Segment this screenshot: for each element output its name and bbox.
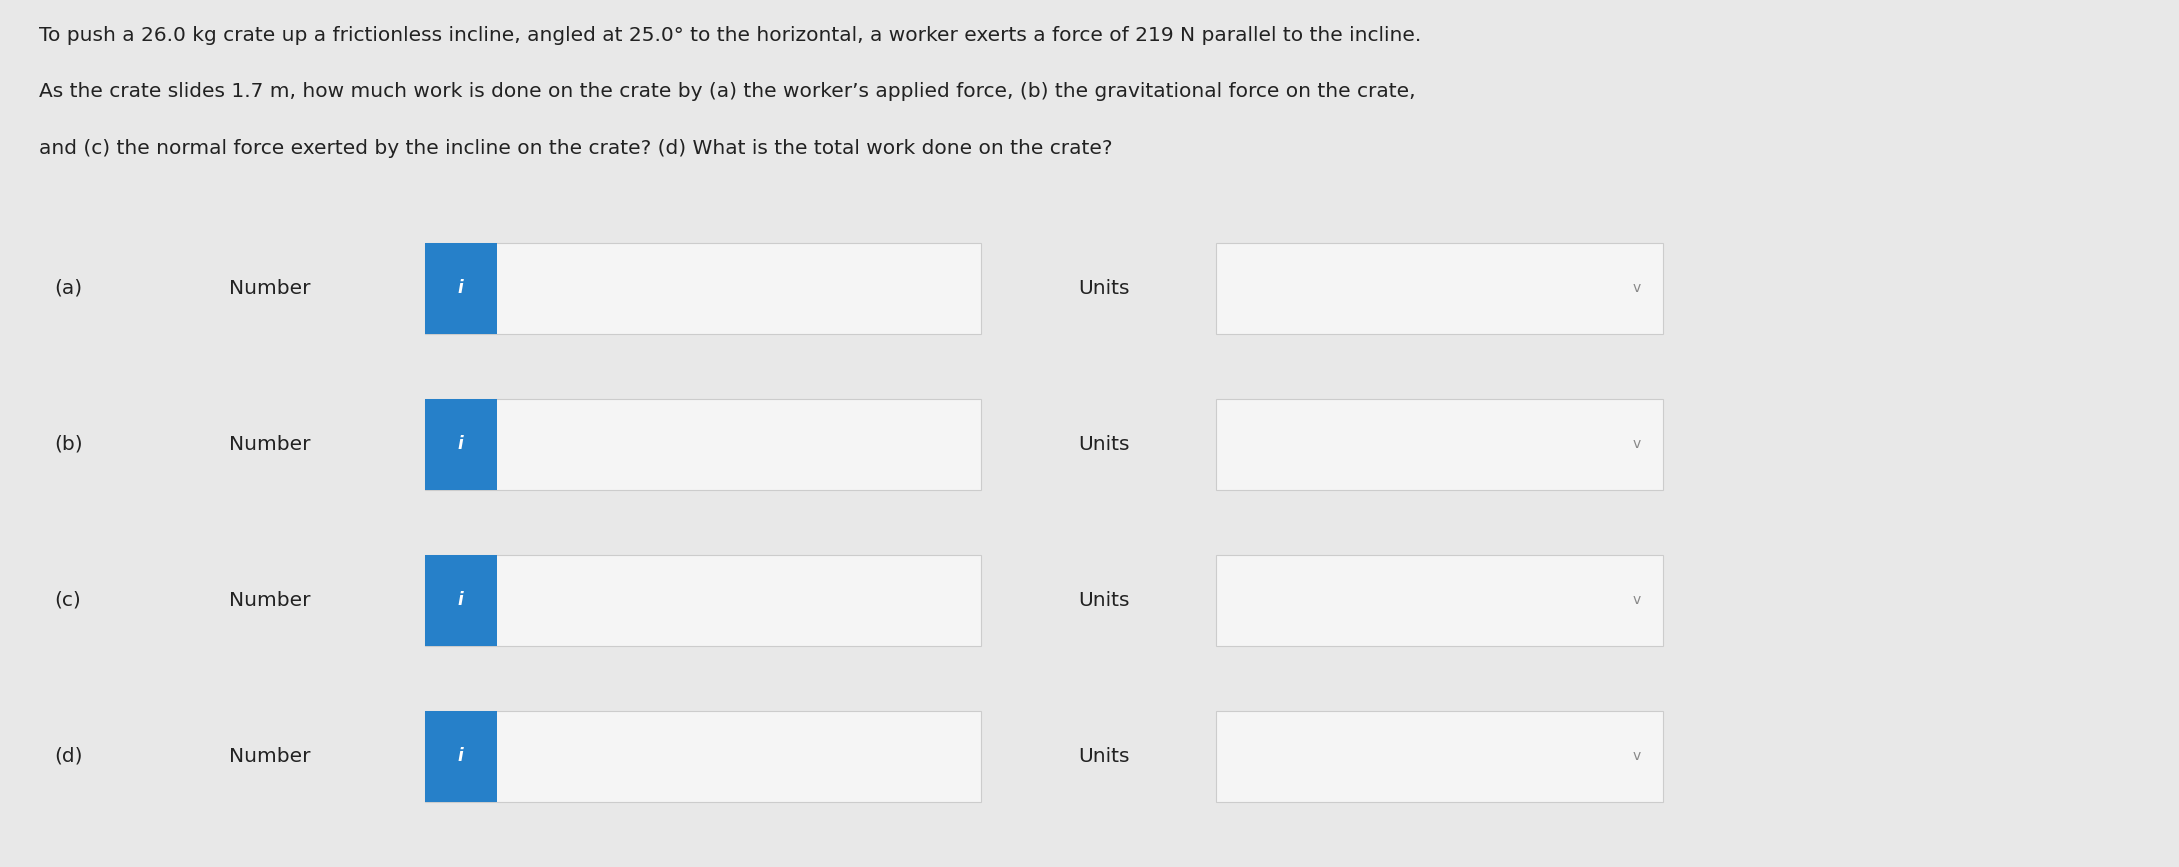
Text: and (c) the normal force exerted by the incline on the crate? (d) What is the to: and (c) the normal force exerted by the … (39, 139, 1113, 158)
Text: v: v (1632, 281, 1641, 296)
Text: (c): (c) (54, 591, 81, 610)
Text: (d): (d) (54, 747, 83, 766)
Text: Units: Units (1079, 279, 1131, 297)
FancyBboxPatch shape (425, 711, 497, 802)
Text: Units: Units (1079, 435, 1131, 453)
Text: Units: Units (1079, 591, 1131, 610)
FancyBboxPatch shape (425, 243, 981, 334)
Text: Units: Units (1079, 747, 1131, 766)
Text: As the crate slides 1.7 m, how much work is done on the crate by (a) the worker’: As the crate slides 1.7 m, how much work… (39, 82, 1416, 101)
Text: v: v (1632, 437, 1641, 452)
Text: (a): (a) (54, 279, 83, 297)
FancyBboxPatch shape (1216, 399, 1663, 490)
Text: i: i (458, 279, 464, 297)
Text: Number: Number (229, 747, 309, 766)
Text: i: i (458, 747, 464, 766)
FancyBboxPatch shape (425, 243, 497, 334)
FancyBboxPatch shape (425, 399, 497, 490)
Text: i: i (458, 591, 464, 610)
Text: Number: Number (229, 591, 309, 610)
FancyBboxPatch shape (425, 711, 981, 802)
FancyBboxPatch shape (425, 555, 981, 646)
FancyBboxPatch shape (1216, 711, 1663, 802)
FancyBboxPatch shape (425, 399, 981, 490)
Text: To push a 26.0 kg crate up a frictionless incline, angled at 25.0° to the horizo: To push a 26.0 kg crate up a frictionles… (39, 26, 1421, 45)
FancyBboxPatch shape (425, 555, 497, 646)
Text: Number: Number (229, 435, 309, 453)
FancyBboxPatch shape (1216, 243, 1663, 334)
Text: v: v (1632, 749, 1641, 764)
FancyBboxPatch shape (1216, 555, 1663, 646)
Text: (b): (b) (54, 435, 83, 453)
Text: v: v (1632, 593, 1641, 608)
Text: Number: Number (229, 279, 309, 297)
Text: i: i (458, 435, 464, 453)
